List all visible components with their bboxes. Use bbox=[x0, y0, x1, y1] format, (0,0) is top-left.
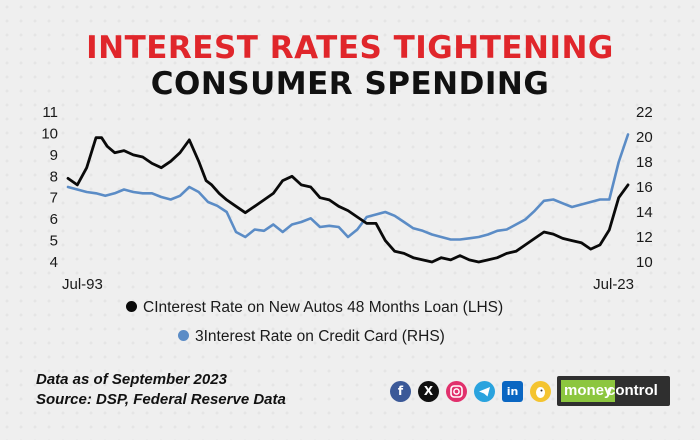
linkedin-icon[interactable]: in bbox=[502, 381, 523, 402]
left-tick-label: 7 bbox=[50, 190, 58, 207]
x-icon[interactable]: X bbox=[418, 381, 439, 402]
x-tick-label: Jul-23 bbox=[593, 276, 634, 293]
series-line-credit-card bbox=[66, 133, 630, 241]
right-tick-label: 20 bbox=[636, 129, 653, 146]
right-tick-label: 16 bbox=[636, 179, 653, 196]
left-tick-label: 9 bbox=[50, 147, 58, 164]
x-tick-label: Jul-93 bbox=[62, 276, 103, 293]
legend-label-auto-loan: CInterest Rate on New Autos 48 Months Lo… bbox=[143, 299, 504, 316]
koo-icon[interactable] bbox=[530, 381, 551, 402]
right-tick-label: 18 bbox=[636, 154, 653, 171]
legend-item-credit-card: 3Interest Rate on Credit Card (RHS) bbox=[178, 328, 445, 346]
moneycontrol-logo: money control bbox=[557, 376, 670, 406]
right-axis-ticks: 10 12 14 16 18 20 22 bbox=[636, 104, 653, 271]
legend-swatch-credit-card bbox=[178, 330, 189, 341]
legend-swatch-auto-loan bbox=[126, 301, 137, 312]
chart-title-line1: INTEREST RATES TIGHTENING bbox=[86, 30, 614, 66]
x-axis-ticks: Jul-93 Jul-23 bbox=[62, 276, 634, 293]
left-tick-label: 10 bbox=[41, 125, 58, 142]
source-note: Source: DSP, Federal Reserve Data bbox=[36, 391, 286, 408]
right-tick-label: 10 bbox=[636, 254, 653, 271]
data-date-note: Data as of September 2023 bbox=[36, 371, 227, 388]
facebook-icon[interactable]: f bbox=[390, 381, 411, 402]
left-tick-label: 6 bbox=[50, 211, 58, 228]
left-tick-label: 11 bbox=[42, 104, 58, 121]
right-tick-label: 12 bbox=[636, 229, 653, 246]
chart-title-line2: CONSUMER SPENDING bbox=[150, 66, 550, 102]
legend-item-auto-loan: CInterest Rate on New Autos 48 Months Lo… bbox=[126, 299, 503, 317]
right-tick-label: 14 bbox=[636, 204, 653, 221]
line-chart: 4 5 6 7 8 9 10 11 10 12 14 16 18 20 22 Jul-93 Jul-23 bbox=[41, 104, 653, 293]
left-tick-label: 8 bbox=[50, 168, 58, 185]
left-tick-label: 4 bbox=[50, 254, 58, 271]
logo-control-text: control bbox=[607, 382, 658, 399]
telegram-icon[interactable] bbox=[474, 381, 495, 402]
series-line-auto-loan bbox=[66, 136, 630, 264]
left-tick-label: 5 bbox=[50, 233, 58, 250]
instagram-icon[interactable] bbox=[446, 381, 467, 402]
legend-label-credit-card: 3Interest Rate on Credit Card (RHS) bbox=[195, 328, 445, 345]
right-tick-label: 22 bbox=[636, 104, 653, 121]
left-axis-ticks: 4 5 6 7 8 9 10 11 bbox=[41, 104, 58, 271]
logo-money-text: money bbox=[561, 380, 616, 402]
